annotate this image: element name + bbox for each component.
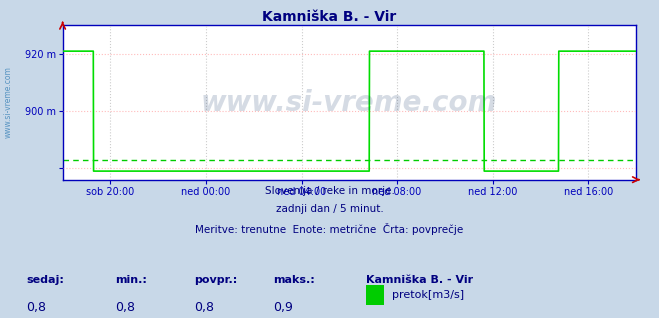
Text: povpr.:: povpr.: <box>194 275 238 285</box>
Text: Kamniška B. - Vir: Kamniška B. - Vir <box>262 10 397 24</box>
Text: zadnji dan / 5 minut.: zadnji dan / 5 minut. <box>275 204 384 214</box>
Text: pretok[m3/s]: pretok[m3/s] <box>392 290 464 300</box>
Text: Slovenija / reke in morje.: Slovenija / reke in morje. <box>264 186 395 196</box>
Text: Meritve: trenutne  Enote: metrične  Črta: povprečje: Meritve: trenutne Enote: metrične Črta: … <box>195 223 464 235</box>
Text: 0,8: 0,8 <box>26 301 46 314</box>
Text: 0,8: 0,8 <box>194 301 214 314</box>
Text: 0,8: 0,8 <box>115 301 135 314</box>
Text: www.si-vreme.com: www.si-vreme.com <box>201 88 498 117</box>
Text: Kamniška B. - Vir: Kamniška B. - Vir <box>366 275 473 285</box>
Text: www.si-vreme.com: www.si-vreme.com <box>3 66 13 138</box>
Text: sedaj:: sedaj: <box>26 275 64 285</box>
Text: min.:: min.: <box>115 275 147 285</box>
Text: 0,9: 0,9 <box>273 301 293 314</box>
Text: maks.:: maks.: <box>273 275 315 285</box>
